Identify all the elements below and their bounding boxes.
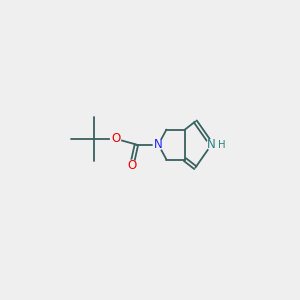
Circle shape	[206, 140, 217, 150]
Text: O: O	[127, 159, 136, 172]
Circle shape	[153, 140, 164, 150]
Circle shape	[127, 160, 137, 170]
Text: H: H	[218, 140, 226, 150]
Text: O: O	[111, 132, 120, 145]
Text: N: N	[154, 138, 163, 151]
Circle shape	[111, 134, 121, 144]
Text: N: N	[207, 138, 216, 151]
